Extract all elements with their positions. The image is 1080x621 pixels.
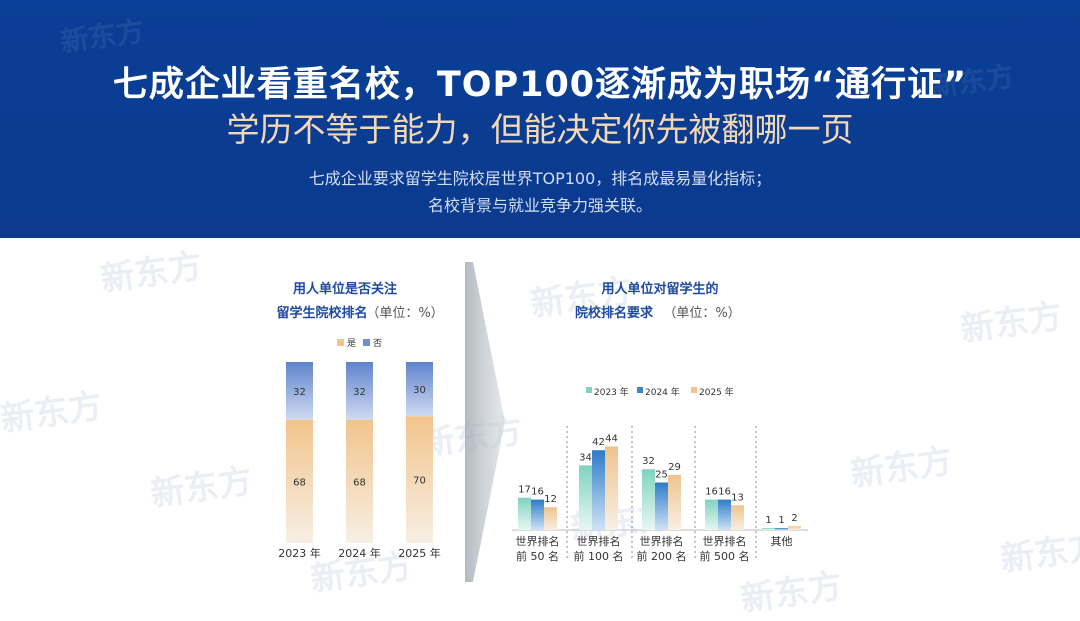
bar-2024年 (592, 450, 605, 530)
data-label-yes: 70 (413, 476, 426, 487)
bar-no (286, 362, 313, 420)
x-tick-label: 前 200 名 (637, 549, 687, 563)
data-label-no: 32 (353, 387, 366, 398)
data-label: 25 (655, 470, 668, 481)
legend-swatch-yes (337, 339, 344, 346)
data-label: 1 (765, 515, 771, 526)
bar-yes (286, 419, 313, 543)
data-label: 34 (579, 452, 592, 463)
bar-2024年 (775, 528, 788, 530)
legend-label-2025: 2025 年 (699, 386, 734, 398)
x-tick-label: 2024 年 (338, 546, 381, 560)
legend-label-2024: 2024 年 (645, 386, 680, 398)
x-tick-label: 其他 (771, 535, 793, 548)
chart1-title: 用人单位是否关注 (292, 281, 397, 297)
data-label: 29 (668, 462, 681, 473)
bar-2025年 (544, 507, 557, 530)
x-tick-label: 世界排名 (577, 534, 621, 548)
chart-rank-attention: 用人单位是否关注 留学生院校排名 （单位：%） 是 否 32 68 2023 年 32… (276, 281, 443, 560)
bar-no (406, 362, 433, 417)
chart2-unit: （单位：%） (663, 306, 740, 321)
bar-2023年 (518, 497, 531, 530)
data-label: 16 (705, 487, 718, 498)
data-label-yes: 68 (293, 477, 306, 488)
data-label: 17 (518, 485, 531, 496)
data-label-no: 32 (293, 387, 306, 398)
x-tick-label: 前 100 名 (574, 549, 624, 563)
chart-rank-requirements: 用人单位对留学生的 院校排名要求 （单位：%） 2023 年 2024 年 20… (512, 281, 808, 563)
chart1-unit: （单位：%） (366, 306, 443, 321)
bar-no (346, 362, 373, 420)
bar-2024年 (531, 499, 544, 530)
data-label-yes: 68 (353, 477, 366, 488)
header-banner (0, 0, 1080, 238)
legend-label-2023: 2023 年 (594, 386, 629, 398)
data-label: 12 (544, 494, 557, 505)
legend-swatch-no (363, 339, 370, 346)
data-label: 1 (778, 515, 784, 526)
page-title: 七成企业看重名校，TOP100逐渐成为职场“通行证” (112, 65, 968, 105)
x-tick-label: 世界排名 (703, 534, 747, 548)
data-label: 16 (718, 487, 731, 498)
chart1-subtitle: 留学生院校排名 (276, 305, 367, 321)
bar-2023年 (579, 465, 592, 530)
bar-2025年 (605, 446, 618, 530)
x-tick-label: 世界排名 (640, 534, 684, 548)
bar-yes (406, 416, 433, 543)
header-note-line-2: 名校背景与就业竞争力强关联。 (427, 196, 652, 215)
legend-label-yes: 是 (347, 338, 356, 349)
chevron-right-icon (465, 262, 505, 582)
data-label: 13 (731, 492, 744, 503)
bar-2023年 (642, 469, 655, 530)
data-label: 16 (531, 487, 544, 498)
x-tick-label: 2023 年 (278, 546, 321, 560)
bar-2025年 (731, 505, 744, 530)
page-subtitle: 学历不等于能力，但能决定你先被翻哪一页 (226, 110, 854, 149)
data-label: 44 (605, 433, 618, 444)
bar-2024年 (718, 499, 731, 530)
header-note-line-1: 七成企业要求留学生院校居世界TOP100，排名成最易量化指标； (308, 169, 772, 188)
data-label: 32 (642, 456, 655, 467)
bar-2024年 (655, 482, 668, 530)
bar-2025年 (788, 526, 801, 530)
legend-swatch-2024 (637, 387, 643, 393)
x-tick-label: 前 50 名 (516, 549, 559, 563)
legend-swatch-2023 (586, 387, 592, 393)
x-tick-label: 2025 年 (398, 546, 441, 560)
x-tick-label: 前 500 名 (700, 549, 750, 563)
bar-yes (346, 419, 373, 543)
legend-swatch-2025 (691, 387, 697, 393)
data-label: 2 (791, 513, 797, 524)
data-label: 42 (592, 437, 605, 448)
data-label-no: 30 (413, 385, 426, 396)
chart2-title: 用人单位对留学生的 (600, 281, 718, 297)
chart2-subtitle: 院校排名要求 (575, 305, 654, 321)
bar-2023年 (762, 528, 775, 530)
x-tick-label: 世界排名 (516, 534, 560, 548)
bar-2025年 (668, 474, 681, 530)
bar-2023年 (705, 499, 718, 530)
legend-label-no: 否 (373, 338, 382, 349)
